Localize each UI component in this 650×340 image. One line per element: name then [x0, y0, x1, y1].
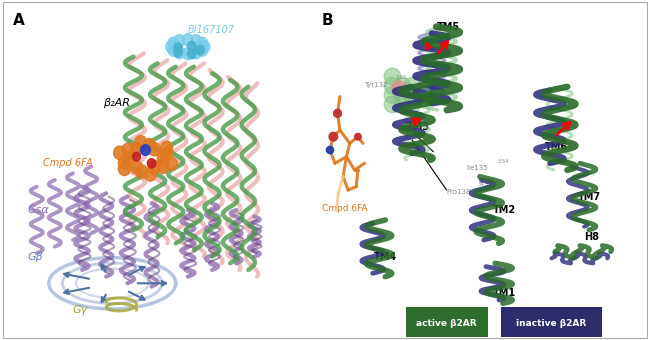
Circle shape — [392, 81, 406, 96]
Circle shape — [161, 141, 173, 154]
Circle shape — [168, 44, 179, 56]
Circle shape — [136, 165, 148, 178]
Circle shape — [118, 162, 131, 175]
Circle shape — [196, 45, 204, 55]
Circle shape — [355, 133, 361, 140]
Circle shape — [190, 47, 202, 59]
Circle shape — [118, 156, 131, 170]
Circle shape — [384, 78, 400, 94]
Text: A: A — [12, 13, 24, 29]
Text: B: B — [322, 13, 333, 29]
Circle shape — [183, 34, 193, 46]
Text: TM6: TM6 — [545, 142, 568, 152]
Circle shape — [122, 152, 134, 165]
Circle shape — [174, 35, 185, 47]
Circle shape — [174, 47, 185, 59]
Circle shape — [190, 35, 202, 47]
Circle shape — [197, 37, 208, 49]
Circle shape — [161, 147, 173, 160]
Text: TM7: TM7 — [578, 192, 601, 202]
Circle shape — [165, 157, 177, 171]
Circle shape — [197, 44, 208, 56]
Text: Pro138: Pro138 — [447, 189, 471, 195]
Circle shape — [187, 41, 196, 51]
Circle shape — [394, 87, 410, 103]
Circle shape — [384, 68, 400, 85]
Circle shape — [333, 109, 341, 117]
Text: Gβ: Gβ — [28, 252, 44, 262]
Circle shape — [114, 146, 125, 159]
Text: active β2AR: active β2AR — [416, 319, 477, 328]
Circle shape — [148, 159, 156, 168]
Circle shape — [166, 41, 177, 53]
Text: Cmpd 6FA: Cmpd 6FA — [43, 158, 92, 168]
Text: Gsα: Gsα — [28, 205, 49, 215]
Circle shape — [174, 43, 182, 52]
Circle shape — [404, 96, 421, 113]
Text: TM3: TM3 — [407, 122, 430, 132]
Circle shape — [168, 37, 179, 49]
Text: β₂AR: β₂AR — [103, 98, 130, 108]
Text: TM4: TM4 — [374, 252, 397, 262]
Circle shape — [148, 142, 161, 156]
Text: Ile135: Ile135 — [466, 165, 488, 171]
Circle shape — [148, 161, 161, 174]
Text: 34.50: 34.50 — [478, 182, 493, 187]
Text: Cmpd 6FA: Cmpd 6FA — [322, 204, 367, 213]
Circle shape — [133, 152, 140, 161]
Text: Tyr132: Tyr132 — [365, 82, 388, 88]
FancyBboxPatch shape — [406, 307, 488, 340]
Circle shape — [131, 161, 143, 174]
Circle shape — [384, 87, 400, 103]
Circle shape — [122, 143, 135, 156]
Circle shape — [140, 145, 150, 155]
Text: TM2: TM2 — [493, 205, 515, 215]
Circle shape — [144, 138, 155, 152]
Circle shape — [183, 48, 193, 60]
Text: TM1: TM1 — [493, 288, 515, 298]
Text: 3.51: 3.51 — [396, 75, 408, 80]
Circle shape — [187, 49, 196, 59]
Circle shape — [131, 142, 143, 156]
Text: BI167107: BI167107 — [188, 25, 235, 35]
Text: H8: H8 — [584, 232, 599, 242]
Circle shape — [326, 146, 333, 154]
Text: Gγ: Gγ — [73, 305, 88, 315]
Text: TM5: TM5 — [437, 22, 460, 32]
Circle shape — [199, 41, 210, 53]
Circle shape — [384, 96, 400, 113]
Text: 3.54: 3.54 — [498, 158, 510, 164]
Circle shape — [394, 96, 410, 113]
Circle shape — [404, 78, 421, 94]
Circle shape — [394, 78, 410, 94]
Circle shape — [157, 160, 169, 174]
Circle shape — [404, 87, 421, 103]
Circle shape — [144, 168, 157, 181]
Text: inactive β2AR: inactive β2AR — [517, 319, 587, 328]
FancyBboxPatch shape — [500, 307, 603, 340]
Circle shape — [157, 152, 169, 165]
Circle shape — [174, 48, 182, 57]
Circle shape — [329, 132, 337, 141]
Circle shape — [135, 136, 147, 149]
